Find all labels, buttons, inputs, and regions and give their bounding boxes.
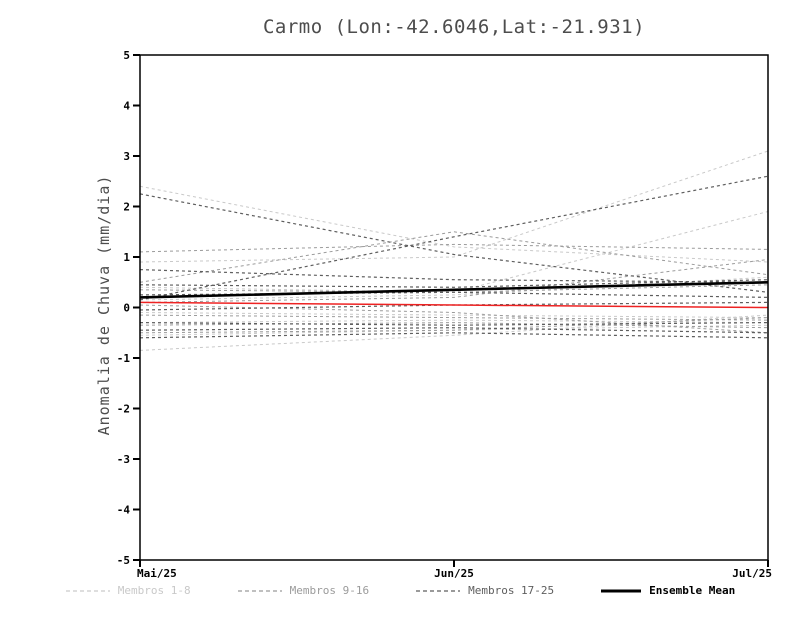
- legend: Membros 1-8 Membros 9-16 Membros 17-25 E…: [0, 584, 800, 597]
- legend-label: Ensemble Mean: [649, 584, 736, 597]
- legend-item-membros-17-25: Membros 17-25: [415, 584, 554, 597]
- svg-text:Jun/25: Jun/25: [434, 567, 474, 580]
- svg-text:-2: -2: [117, 403, 130, 416]
- legend-label: Membros 1-8: [117, 584, 191, 597]
- solid-line-sample-icon: [601, 589, 642, 592]
- legend-label: Membros 9-16: [289, 584, 370, 597]
- svg-text:2: 2: [123, 201, 130, 214]
- legend-label: Membros 17-25: [468, 584, 555, 597]
- chart-title: Carmo (Lon:-42.6046,Lat:-21.931): [262, 16, 646, 38]
- svg-text:-1: -1: [117, 352, 131, 365]
- svg-text:0: 0: [123, 302, 130, 315]
- svg-text:1: 1: [123, 251, 130, 264]
- legend-item-ensemble-mean: Ensemble Mean: [600, 584, 735, 597]
- svg-text:-5: -5: [117, 554, 130, 567]
- svg-text:3: 3: [123, 150, 130, 163]
- svg-text:5: 5: [123, 49, 130, 62]
- legend-item-membros-9-16: Membros 9-16: [237, 584, 369, 597]
- legend-item-membros-1-8: Membros 1-8: [65, 584, 191, 597]
- svg-text:-4: -4: [117, 504, 131, 517]
- svg-text:Mai/25: Mai/25: [137, 567, 177, 580]
- dashed-line-sample-icon: [237, 589, 282, 592]
- svg-text:-3: -3: [117, 453, 130, 466]
- svg-text:Jul/25: Jul/25: [732, 567, 772, 580]
- dashed-line-sample-icon: [65, 589, 110, 592]
- svg-text:4: 4: [123, 100, 130, 113]
- dashed-line-sample-icon: [416, 589, 461, 592]
